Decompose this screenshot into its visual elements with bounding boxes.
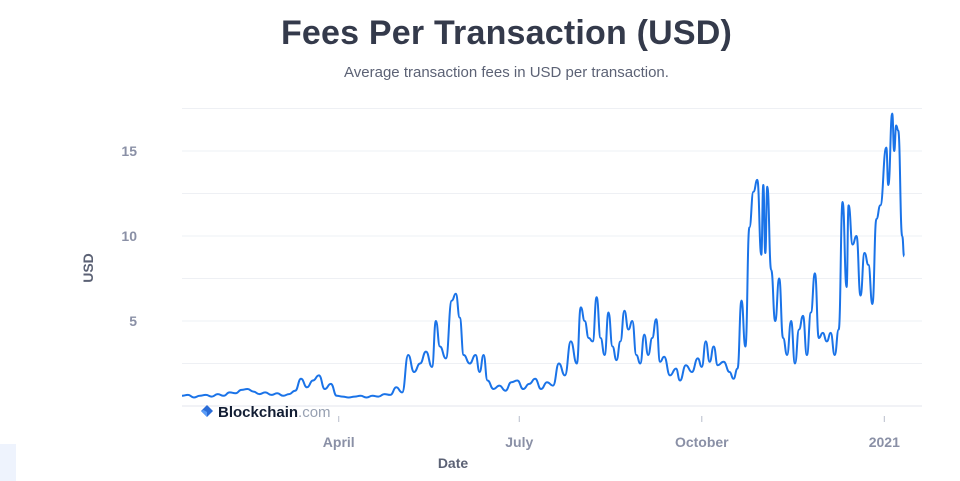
y-axis-ticks: 5 10 15 (121, 143, 137, 329)
y-axis-title: USD (80, 253, 96, 283)
watermark: Blockchain.com (201, 404, 331, 421)
x-tick-label: October (675, 434, 729, 450)
y-tick-label: 15 (121, 143, 137, 159)
watermark-suffix: .com (298, 404, 331, 421)
series-line (181, 112, 906, 399)
page-title: Fees Per Transaction (USD) (280, 14, 733, 52)
watermark-brand: Blockchain (218, 404, 298, 421)
svg-text:Blockchain.com: Blockchain.com (218, 404, 331, 421)
x-tick-label: April (323, 434, 355, 450)
y-tick-label: 10 (121, 228, 137, 244)
x-tick-label: 2021 (869, 434, 900, 450)
x-tick-label: July (505, 434, 533, 450)
x-axis-ticks: April July October 2021 (323, 416, 900, 450)
y-tick-label: 5 (129, 313, 137, 329)
chart-gridlines (182, 108, 922, 407)
x-axis-title: Date (438, 455, 469, 471)
chart-series (181, 112, 906, 399)
blockchain-logo-icon (201, 405, 213, 417)
page-subtitle: Average transaction fees in USD per tran… (344, 64, 669, 81)
corner-panel-edge (0, 444, 16, 481)
